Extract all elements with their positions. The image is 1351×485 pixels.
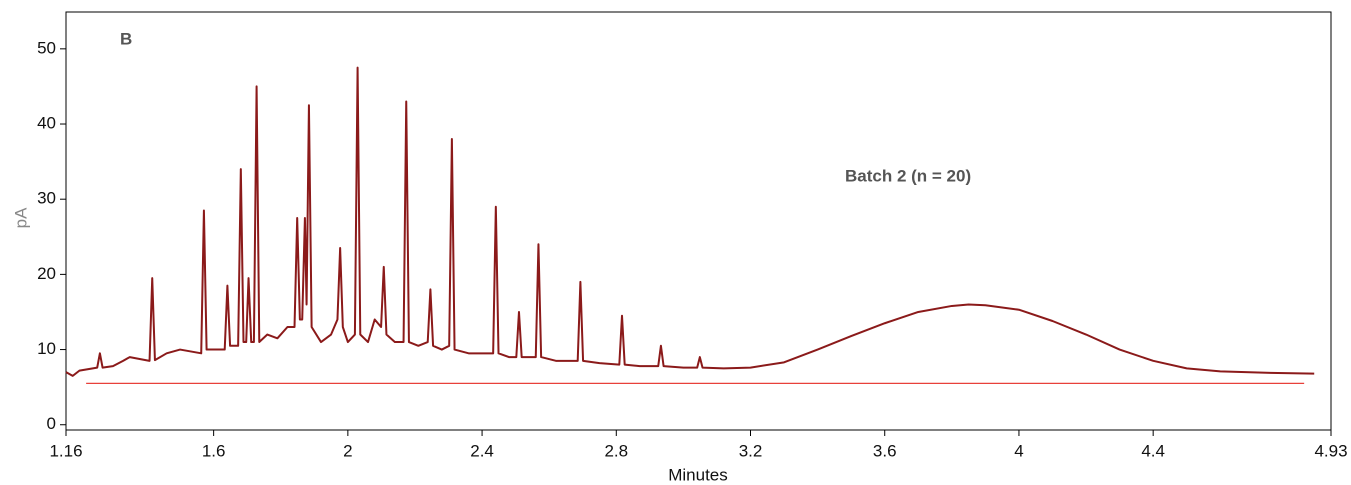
x-tick-label: 2 <box>343 441 352 460</box>
x-tick-label: 4.93 <box>1314 441 1347 460</box>
x-tick-label: 1.6 <box>202 441 226 460</box>
x-tick-label: 4.4 <box>1141 441 1165 460</box>
y-tick-label: 30 <box>37 189 56 208</box>
y-tick-label: 40 <box>37 114 56 133</box>
y-tick-label: 10 <box>37 339 56 358</box>
y-axis-label: pA <box>11 207 30 228</box>
x-tick-label: 3.2 <box>739 441 763 460</box>
trace <box>65 66 1315 377</box>
x-tick-label: 2.4 <box>470 441 494 460</box>
y-tick-label: 50 <box>37 38 56 57</box>
x-tick-label: 2.8 <box>604 441 628 460</box>
panel-label: B <box>120 29 132 48</box>
annotation: Batch 2 (n = 20) <box>845 166 971 185</box>
x-axis-label: Minutes <box>668 465 728 484</box>
plot-frame <box>65 11 1332 431</box>
x-tick-label: 3.6 <box>873 441 897 460</box>
y-tick-label: 0 <box>47 414 56 433</box>
y-tick-label: 20 <box>37 264 56 283</box>
x-tick-label: 4 <box>1014 441 1023 460</box>
x-tick-label: 1.16 <box>49 441 82 460</box>
